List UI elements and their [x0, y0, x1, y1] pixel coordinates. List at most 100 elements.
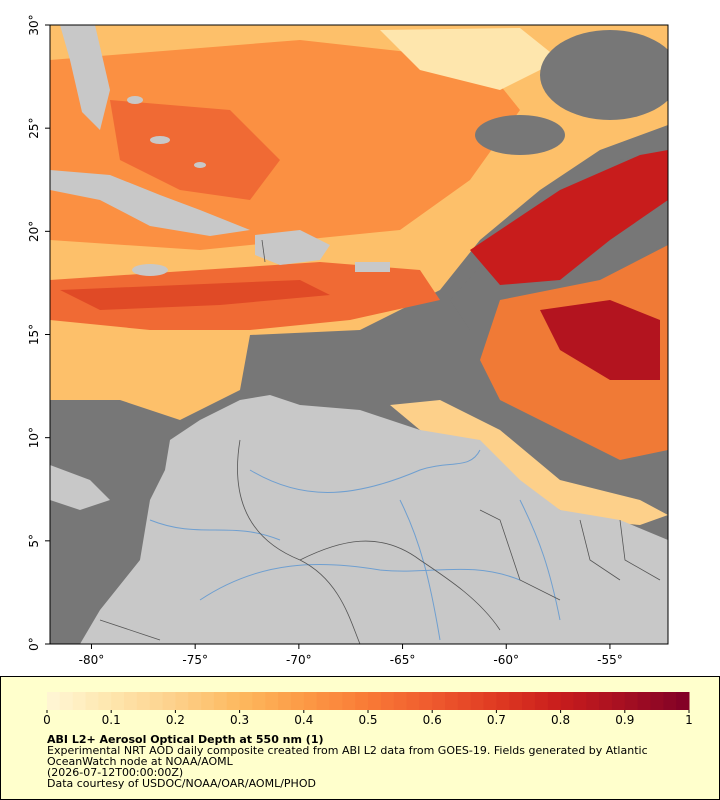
- x-tick-label: -60°: [493, 653, 519, 667]
- clear-area: [540, 30, 668, 120]
- colorbar-segment: [316, 692, 330, 710]
- colorbar-segment: [586, 692, 600, 710]
- colorbar-segment: [573, 692, 587, 710]
- colorbar-tick-label: 0.7: [487, 713, 506, 727]
- land: [150, 136, 170, 144]
- title: ABI L2+ Aerosol Optical Depth at 550 nm …: [47, 733, 324, 746]
- colorbar-segment: [547, 692, 562, 710]
- colorbar-tick-label: 0: [43, 713, 51, 727]
- colorbar-segment: [188, 692, 202, 710]
- colorbar-segment: [470, 692, 485, 710]
- info: ABI L2+ Aerosol Optical Depth at 550 nm …: [47, 733, 648, 790]
- colorbar-tick-label: 0.8: [551, 713, 570, 727]
- aerosol-field: [470, 150, 668, 285]
- note: (2026-07-12T00:00:00Z): [47, 766, 183, 779]
- y-tick-label: 25°: [27, 118, 41, 139]
- colorbar-tick-label: 0.4: [294, 713, 313, 727]
- colorbar-segment: [162, 692, 176, 710]
- y-tick-label: 15°: [27, 324, 41, 345]
- x-tick-label: -75°: [182, 653, 208, 667]
- y-tick-label: 30°: [27, 14, 41, 35]
- colorbar-segment: [534, 692, 549, 710]
- colorbar-segment: [483, 692, 497, 710]
- aerosol-field: [390, 400, 668, 525]
- colorbar-segment: [380, 692, 395, 710]
- land: [132, 264, 168, 276]
- borders: [99, 239, 661, 644]
- colorbar-segment: [611, 692, 626, 710]
- colorbar-segment: [175, 692, 189, 710]
- colorbar-segment: [59, 692, 74, 710]
- colorbar-segment: [393, 692, 408, 710]
- note: OceanWatch node at NOAA/AOML: [47, 755, 234, 768]
- colorbar-tick-label: 0.2: [166, 713, 185, 727]
- colorbar-segment: [252, 692, 266, 710]
- colorbar-segment: [560, 692, 574, 710]
- colorbar-segment: [419, 692, 433, 710]
- colorbar-segment: [226, 692, 241, 710]
- land: [50, 170, 250, 236]
- x-tick-label: -70°: [286, 653, 312, 667]
- colorbar-segment: [239, 692, 253, 710]
- aerosol-field: [380, 28, 560, 90]
- colorbar-segment: [213, 692, 228, 710]
- colorbar-tick-label: 0.9: [615, 713, 634, 727]
- x-tick-label: -55°: [597, 653, 623, 667]
- land: [255, 230, 330, 265]
- colorbar-segment: [457, 692, 472, 710]
- y-tick-label: 0°: [27, 637, 41, 651]
- colorbar-segment: [98, 692, 112, 710]
- colorbar-tick-label: 0.1: [102, 713, 121, 727]
- colorbar-segment: [290, 692, 305, 710]
- y-tick-label: 10°: [27, 427, 41, 448]
- land: [60, 25, 110, 130]
- land: [50, 465, 110, 510]
- colorbar-segment: [201, 692, 215, 710]
- colorbar-segment: [624, 692, 639, 710]
- colorbar-segment: [432, 692, 446, 710]
- colorbar-segment: [676, 692, 690, 710]
- colorbar-segment: [265, 692, 279, 710]
- rivers: [149, 449, 561, 641]
- colorbar-segment: [599, 692, 613, 710]
- aerosol-field: [60, 280, 330, 310]
- colorbar-segment: [329, 692, 343, 710]
- colorbar-tick-label: 0.6: [423, 713, 442, 727]
- x-tick-label: -80°: [79, 653, 105, 667]
- colorbar-segment: [509, 692, 523, 710]
- colorbar-segment: [663, 692, 677, 710]
- map: [50, 25, 668, 644]
- aerosol-field: [540, 300, 660, 380]
- colorbar-segment: [445, 692, 459, 710]
- land: [80, 395, 668, 644]
- aerosol-field: [50, 40, 520, 250]
- colorbar-segment: [124, 692, 138, 710]
- colorbar-tick-label: 1: [685, 713, 693, 727]
- colorbar-segment: [303, 692, 318, 710]
- colorbar-segment: [111, 692, 125, 710]
- colorbar-segment: [72, 692, 87, 710]
- aerosol-field: [110, 100, 280, 200]
- land: [127, 96, 143, 104]
- colorbar-segment: [406, 692, 420, 710]
- colorbar-segment: [496, 692, 510, 710]
- colorbar-segment: [342, 692, 356, 710]
- colorbar-segment: [278, 692, 292, 710]
- colorbar-tick-label: 0.5: [358, 713, 377, 727]
- y-tick-label: 20°: [27, 221, 41, 242]
- colorbar-segment: [136, 692, 151, 710]
- land: [355, 262, 390, 272]
- colorbar-tick-label: 0.3: [230, 713, 249, 727]
- y-tick-label: 5°: [27, 534, 41, 548]
- colorbar-segment: [149, 692, 164, 710]
- colorbar-segment: [637, 692, 651, 710]
- colorbar-segment: [355, 692, 369, 710]
- note: Data courtesy of USDOC/NOAA/OAR/AOML/PHO…: [47, 777, 316, 790]
- clear-area: [475, 115, 565, 155]
- colorbar-segment: [522, 692, 536, 710]
- colorbar-segment: [650, 692, 664, 710]
- colorbar-segment: [47, 692, 61, 710]
- note: Experimental NRT AOD daily composite cre…: [47, 744, 648, 757]
